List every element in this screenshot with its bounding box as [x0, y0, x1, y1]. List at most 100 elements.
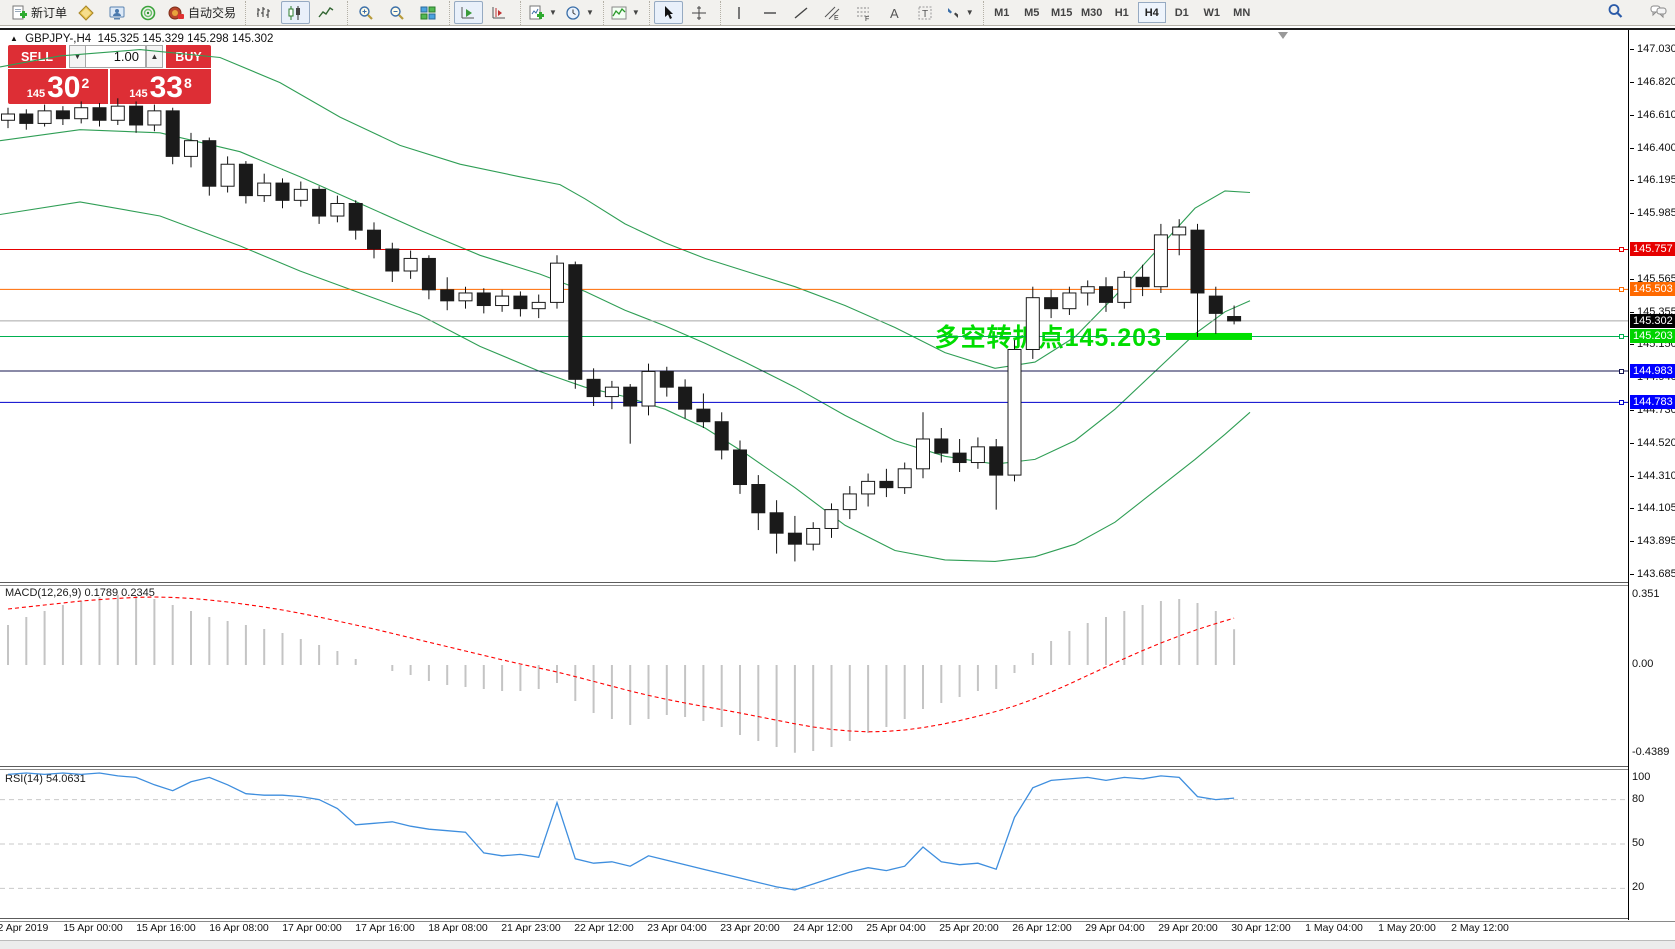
timeframe-m30-button[interactable]: M30 — [1081, 6, 1103, 19]
hline-icon — [762, 5, 779, 21]
candlestick-chart-button[interactable] — [281, 1, 311, 24]
line-chart-icon — [318, 5, 335, 21]
line-chart-button[interactable] — [312, 1, 341, 24]
time-axis-label: 1 May 04:00 — [1305, 922, 1363, 934]
text-a-icon: A — [886, 5, 903, 21]
price-axis-line — [1628, 30, 1629, 920]
sell-price-display[interactable]: 145 30 2 — [8, 69, 108, 104]
signals-button[interactable] — [134, 1, 163, 24]
pivot-highlight-segment[interactable] — [1166, 332, 1252, 340]
timeframe-h1-button[interactable]: H1 — [1114, 6, 1129, 19]
chevron-down-icon[interactable]: ▼ — [965, 8, 974, 17]
new-order-button[interactable]: 新订单 — [8, 1, 70, 24]
auto-scroll-icon — [460, 5, 477, 21]
timeframe-mn-button[interactable]: MN — [1233, 6, 1251, 19]
time-axis-label: 26 Apr 12:00 — [1012, 922, 1072, 934]
timeframe-d1-button[interactable]: D1 — [1174, 6, 1189, 19]
sell-price-point: 2 — [81, 75, 90, 91]
candles-icon — [287, 5, 304, 21]
ohlc-values: 145.325 145.329 145.298 145.302 — [97, 33, 274, 45]
fibonacci-button[interactable]: F — [849, 1, 878, 24]
sell-price-pips: 30 — [47, 71, 81, 104]
time-axis-label: 29 Apr 20:00 — [1158, 922, 1218, 934]
tile-icon — [420, 5, 437, 21]
chart-period-button[interactable]: ▼ — [562, 1, 597, 24]
chart-shift-icon — [491, 5, 508, 21]
svg-text:A: A — [890, 6, 899, 21]
support-line-1-handle[interactable] — [1619, 369, 1624, 374]
chevron-down-icon[interactable]: ▼ — [549, 8, 557, 17]
trendline-button[interactable] — [787, 1, 816, 24]
bollinger-upper-band — [0, 49, 1251, 369]
macd-tick-label: 0.00 — [1632, 658, 1654, 670]
price-chart-canvas[interactable] — [0, 30, 1628, 582]
macd-tick-label: 0.351 — [1632, 588, 1660, 600]
vline-icon — [731, 5, 748, 21]
buy-price-display[interactable]: 145 33 8 — [110, 69, 211, 104]
community-chat-button[interactable] — [1650, 3, 1667, 24]
price-tick-label: 145.985 — [1630, 207, 1675, 219]
pivot-line-handle[interactable] — [1619, 334, 1624, 339]
rsi-timeaxis-separator[interactable] — [0, 918, 1675, 922]
new-chart-button[interactable]: ▼ — [525, 1, 560, 24]
signals-icon — [140, 5, 157, 21]
price-tick-label: 146.400 — [1630, 142, 1675, 154]
rsi-panel-canvas[interactable] — [0, 770, 1628, 918]
macd-panel-canvas[interactable] — [0, 584, 1628, 766]
timeframe-m5-button[interactable]: M5 — [1024, 6, 1040, 19]
crosshair-button[interactable] — [685, 1, 714, 24]
horizontal-line-button[interactable] — [756, 1, 785, 24]
resistance-line-2-handle[interactable] — [1619, 287, 1624, 292]
arrows-button[interactable]: ▼ — [942, 1, 977, 24]
cursor-button[interactable] — [653, 1, 683, 24]
timeframe-m15-button[interactable]: M15 — [1051, 6, 1073, 19]
price-tick-label: 144.310 — [1630, 470, 1675, 482]
price-tick-label: 143.685 — [1630, 568, 1675, 580]
timeframe-m1-button[interactable]: M1 — [994, 6, 1010, 19]
search-button[interactable] — [1607, 3, 1624, 24]
text-button[interactable]: A — [880, 1, 909, 24]
rsi-tick-label: 20 — [1632, 881, 1645, 893]
macd-histogram — [7, 594, 1236, 753]
bar-chart-button[interactable] — [250, 1, 279, 24]
price-axis-area[interactable] — [1629, 30, 1675, 920]
time-axis-label: 17 Apr 00:00 — [282, 922, 342, 934]
resistance-line-1-handle[interactable] — [1619, 247, 1624, 252]
equidistant-channel-button[interactable]: E — [818, 1, 847, 24]
timeframe-h4-button[interactable]: H4 — [1137, 2, 1166, 23]
time-axis-label: 25 Apr 04:00 — [866, 922, 926, 934]
pivot-annotation-text[interactable]: 多空转折点145.203 — [934, 324, 1162, 353]
profile-button[interactable] — [103, 1, 132, 24]
auto-scroll-button[interactable] — [454, 1, 484, 24]
volume-dropdown-button[interactable]: ▼ — [69, 45, 86, 68]
tile-windows-button[interactable] — [414, 1, 443, 24]
text-label-button[interactable]: T — [911, 1, 940, 24]
bollinger-middle-band — [0, 129, 1251, 465]
toolbar-group: E F A T ▼ — [719, 0, 981, 25]
price-tick-label: 143.895 — [1630, 535, 1675, 547]
collapse-triangle-icon[interactable]: ▲ — [10, 34, 18, 43]
metaeditor-button[interactable] — [72, 1, 101, 24]
indicators-button[interactable]: ▼ — [608, 1, 643, 24]
chart-window — [0, 28, 1675, 941]
buy-button[interactable]: BUY — [166, 45, 211, 68]
chart-shift-button[interactable] — [485, 1, 514, 24]
chart-info-line: ▲ GBPJPY-,H4 145.325 145.329 145.298 145… — [10, 33, 273, 45]
chevron-down-icon[interactable]: ▼ — [631, 8, 640, 17]
auto-trading-button[interactable]: 自动交易 — [165, 1, 239, 24]
chevron-down-icon[interactable]: ▼ — [585, 8, 594, 17]
time-axis-label: 22 Apr 12:00 — [574, 922, 634, 934]
support-line-2-handle[interactable] — [1619, 400, 1624, 405]
time-axis[interactable]: 12 Apr 2019 15 Apr 00:00 15 Apr 16:00 16 Ap… — [0, 919, 1675, 940]
main-macd-separator[interactable] — [0, 582, 1675, 586]
chart-shift-marker[interactable] — [1278, 32, 1288, 39]
toolbar-group — [648, 0, 718, 25]
timeframe-w1-button[interactable]: W1 — [1203, 6, 1220, 19]
time-axis-label: 18 Apr 08:00 — [428, 922, 488, 934]
svg-text:T: T — [922, 9, 928, 20]
zoom-in-button[interactable] — [352, 1, 381, 24]
macd-rsi-separator[interactable] — [0, 766, 1675, 770]
zoom-out-button[interactable] — [383, 1, 412, 24]
vertical-line-button[interactable] — [725, 1, 754, 24]
